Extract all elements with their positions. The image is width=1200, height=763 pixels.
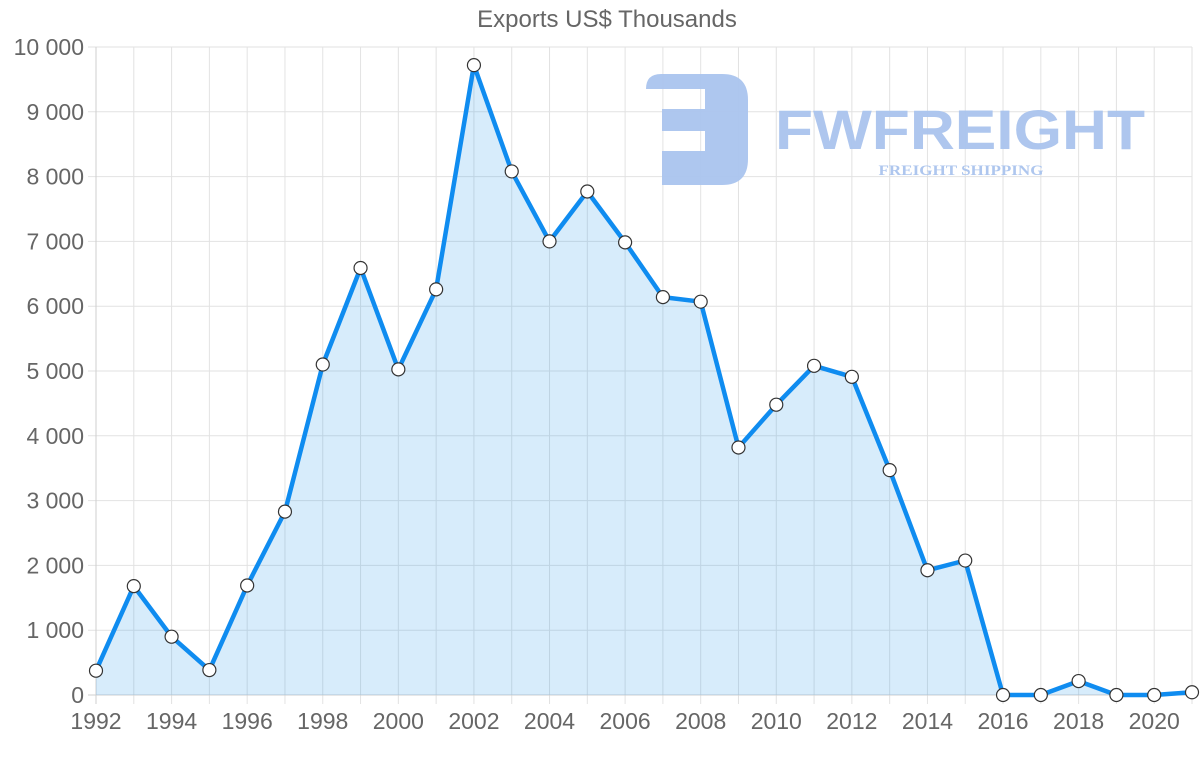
data-point-2006[interactable] xyxy=(618,235,633,250)
x-tick-label: 2000 xyxy=(373,708,424,734)
x-tick-label: 2018 xyxy=(1053,708,1104,734)
data-point-2019[interactable] xyxy=(1109,687,1124,703)
data-point-1994[interactable] xyxy=(164,629,179,644)
data-point-2009[interactable] xyxy=(731,440,746,455)
y-tick-label: 2 000 xyxy=(26,552,84,578)
y-tick-label: 1 000 xyxy=(26,617,84,643)
data-point-2003[interactable] xyxy=(504,164,519,179)
y-tick-label: 0 xyxy=(71,682,84,708)
data-point-2002[interactable] xyxy=(466,58,482,73)
grid-lines xyxy=(88,46,1193,704)
data-point-1993[interactable] xyxy=(126,579,141,594)
x-tick-label: 2016 xyxy=(977,708,1028,734)
x-tick-label: 2006 xyxy=(600,708,651,734)
data-point-2001[interactable] xyxy=(429,282,444,297)
y-tick-label: 7 000 xyxy=(26,228,84,254)
data-point-2010[interactable] xyxy=(769,397,784,412)
y-tick-label: 3 000 xyxy=(26,488,84,514)
data-point-2015[interactable] xyxy=(958,553,973,568)
data-point-2017[interactable] xyxy=(1033,687,1048,703)
y-tick-label: 6 000 xyxy=(26,293,84,319)
area-fill xyxy=(96,65,1192,696)
y-tick-label: 10 000 xyxy=(14,34,84,60)
x-tick-label: 2004 xyxy=(524,708,575,734)
x-axis-tick-labels: 1992 1994 1996 1998 2000 2002 2004 2006 2008 2010… xyxy=(70,708,1179,734)
fwfreight-watermark-logo: FWFREIGHT FREIGHT SHIPPING xyxy=(646,74,1145,185)
x-tick-label: 2002 xyxy=(448,708,499,734)
x-tick-label: 2008 xyxy=(675,708,726,734)
data-point-1997[interactable] xyxy=(277,504,293,519)
x-tick-label: 2012 xyxy=(826,708,877,734)
data-point-2008[interactable] xyxy=(693,294,708,309)
data-point-1998[interactable] xyxy=(315,357,330,372)
data-point-1999[interactable] xyxy=(353,260,368,276)
x-tick-label: 2010 xyxy=(751,708,802,734)
y-tick-label: 8 000 xyxy=(26,164,84,190)
x-tick-label: 1996 xyxy=(222,708,273,734)
data-point-1992[interactable] xyxy=(88,663,104,678)
x-tick-label: 1998 xyxy=(297,708,348,734)
data-point-2016[interactable] xyxy=(995,687,1011,703)
y-tick-label: 4 000 xyxy=(26,423,84,449)
data-point-2014[interactable] xyxy=(920,563,935,578)
data-point-2020[interactable] xyxy=(1147,687,1162,703)
y-tick-label: 9 000 xyxy=(26,99,84,125)
data-point-markers xyxy=(88,58,1200,703)
data-point-1996[interactable] xyxy=(240,578,255,593)
data-point-2004[interactable] xyxy=(542,234,557,249)
data-point-2021[interactable] xyxy=(1184,685,1200,700)
data-point-1995[interactable] xyxy=(202,662,217,678)
x-tick-label: 2020 xyxy=(1129,708,1180,734)
x-tick-label: 1992 xyxy=(70,708,121,734)
data-point-2012[interactable] xyxy=(844,369,859,384)
data-point-2013[interactable] xyxy=(882,463,897,478)
chart-title: Exports US$ Thousands xyxy=(477,6,737,33)
data-point-2018[interactable] xyxy=(1071,673,1086,689)
data-point-2000[interactable] xyxy=(391,362,406,377)
y-axis-tick-labels: 0 1 000 2 000 3 000 4 000 5 000 6 000 7 000 8 00… xyxy=(14,34,84,708)
data-point-2005[interactable] xyxy=(580,184,595,199)
y-tick-label: 5 000 xyxy=(26,358,84,384)
data-point-2007[interactable] xyxy=(655,290,670,305)
x-tick-label: 1994 xyxy=(146,708,197,734)
x-tick-label: 2014 xyxy=(902,708,953,734)
fwfreight-brand-text: FWFREIGHT xyxy=(775,98,1145,161)
data-point-2011[interactable] xyxy=(806,358,822,373)
freight-shipping-tagline: FREIGHT SHIPPING xyxy=(879,163,1044,179)
fwfreight-logo-icon xyxy=(646,74,748,185)
